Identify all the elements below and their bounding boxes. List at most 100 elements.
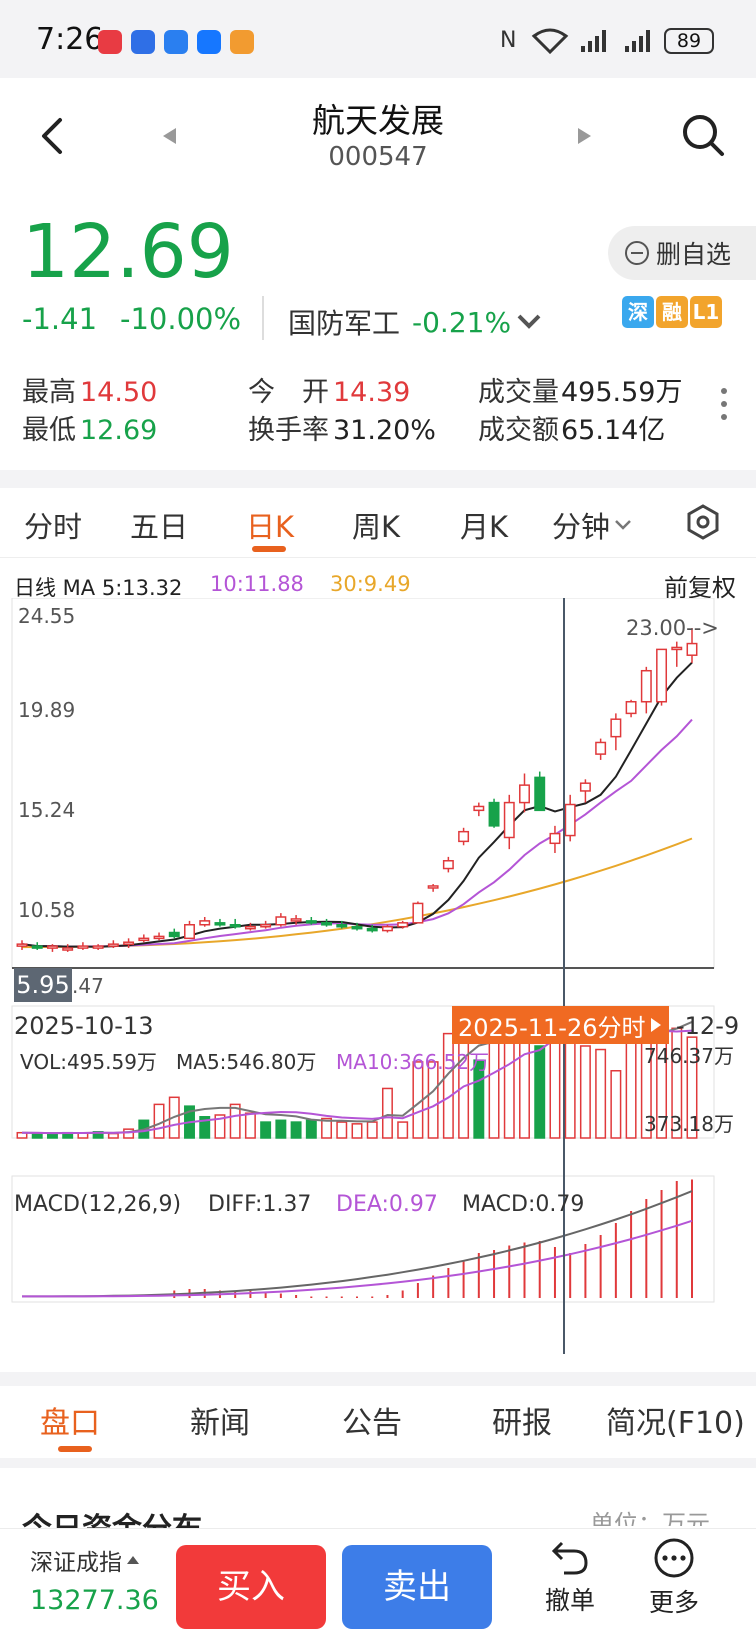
tab-weekly-k[interactable]: 周K <box>352 510 401 544</box>
tab-news[interactable]: 新闻 <box>190 1406 250 1441</box>
vol-legend: VOL:495.59万 <box>20 1050 157 1074</box>
more-button[interactable]: 更多 <box>636 1537 712 1633</box>
tab-announcements[interactable]: 公告 <box>342 1406 402 1441</box>
fund-section-title: 今日资金分布 <box>22 1504 322 1528</box>
sector-name: 国防军工 <box>288 307 401 340</box>
stat-volume-value: 495.59万 <box>561 377 683 408</box>
watchlist-button-label: 删自选 <box>656 240 732 269</box>
chart-settings-icon[interactable] <box>686 504 720 540</box>
vol-ma10-legend: MA10:366.52万 <box>336 1050 490 1074</box>
volume-bar <box>397 1121 409 1139</box>
candle-body <box>77 945 89 949</box>
candle-body <box>290 918 302 922</box>
next-stock-icon[interactable] <box>574 126 594 146</box>
fund-section-unit: 单位：万元 <box>590 1510 710 1526</box>
candle-body <box>549 832 561 845</box>
volume-bar <box>488 1041 500 1139</box>
ma5-legend: 日线 MA 5:13.32 <box>14 576 183 600</box>
stock-name: 航天发展 <box>312 101 444 140</box>
stat-amount-label: 成交额 <box>478 415 559 446</box>
candle-body <box>138 937 150 942</box>
macd-dea: DEA:0.97 <box>336 1192 438 1217</box>
tab-profile[interactable]: 简况(F10) <box>606 1406 745 1441</box>
chart-period-tabs: 分时 五日 日K 周K 月K 分钟 <box>0 488 756 558</box>
crosshair-date-label[interactable]: 2025-11-26分时 <box>452 1006 670 1044</box>
stat-amount: 成交额65.14亿 <box>478 408 665 447</box>
volume-bar <box>336 1121 348 1139</box>
stat-low-value: 12.69 <box>80 415 158 446</box>
candle-body <box>16 943 28 947</box>
volume-bar <box>366 1121 378 1139</box>
tab-research[interactable]: 研报 <box>492 1406 552 1441</box>
y-label-top: 24.55 <box>18 604 76 628</box>
volume-bar <box>107 1132 119 1139</box>
alipay-icon <box>197 30 221 54</box>
current-price: 12.69 <box>22 209 234 295</box>
back-icon[interactable] <box>38 116 66 156</box>
app-orange-icon <box>230 30 254 54</box>
kline-chart[interactable] <box>0 598 756 1358</box>
cancel-order-button[interactable]: 撤单 <box>532 1537 608 1633</box>
y-label-2: 19.89 <box>18 698 76 722</box>
fund-section-title-clip: 今日资金分布 <box>22 1504 322 1528</box>
volume-bar <box>199 1116 211 1139</box>
candle-body <box>381 925 393 932</box>
search-icon[interactable] <box>680 112 726 158</box>
candle-body <box>214 922 226 926</box>
candle-body <box>275 916 287 926</box>
signal-2-icon <box>625 30 650 52</box>
vol-ma5-legend: MA5:546.80万 <box>176 1050 317 1074</box>
candle-body <box>244 925 256 930</box>
tab-five-day[interactable]: 五日 <box>130 510 189 544</box>
tab-minute[interactable]: 分钟 <box>552 504 632 546</box>
more-label: 更多 <box>648 1588 699 1617</box>
remove-watchlist-button[interactable]: 删自选 <box>608 226 756 280</box>
candle-body <box>351 925 363 930</box>
stat-open-value: 14.39 <box>333 377 411 408</box>
more-stats-icon[interactable] <box>718 386 730 422</box>
index-value: 13277.36 <box>30 1585 159 1616</box>
stat-volume: 成交量495.59万 <box>478 370 682 409</box>
ma5-line <box>21 661 693 948</box>
candle-body <box>488 801 500 827</box>
volume-pane-frame <box>11 1005 715 1139</box>
tab-order-book[interactable]: 盘口 <box>40 1406 100 1441</box>
volume-bar <box>595 1048 607 1139</box>
tab-intraday[interactable]: 分时 <box>24 510 83 544</box>
tab-daily-k[interactable]: 日K <box>246 510 295 544</box>
sell-button[interactable]: 卖出 <box>342 1545 492 1629</box>
volume-bar <box>290 1121 302 1139</box>
candle-body <box>686 642 698 656</box>
index-name-link[interactable]: 深证成指 <box>30 1543 140 1577</box>
stat-high: 最高 14.50 <box>22 370 157 409</box>
adjust-mode[interactable]: 前复权 <box>664 574 736 602</box>
candle-body <box>168 931 180 938</box>
play-icon <box>651 1018 662 1032</box>
price-change: -1.41 <box>22 302 98 336</box>
ma10-line <box>21 718 693 948</box>
date-start: 2025-10-13 <box>14 1012 154 1040</box>
section-spacer-3 <box>0 1458 756 1468</box>
macd-title: MACD(12,26,9) <box>14 1192 182 1217</box>
nfc-icon: N <box>500 28 517 53</box>
low-price-suffix: .47 <box>72 974 104 998</box>
buy-button[interactable]: 买入 <box>176 1545 326 1629</box>
volume-bar <box>610 1070 622 1139</box>
volume-bar <box>442 1032 454 1139</box>
stat-volume-label: 成交量 <box>478 377 559 408</box>
date-end: -12-9 <box>676 1012 740 1040</box>
candle-body <box>260 924 272 928</box>
minus-circle-icon <box>625 241 649 265</box>
candle-body <box>595 741 607 755</box>
prev-stock-icon[interactable] <box>160 126 180 146</box>
ma30-line <box>21 837 693 949</box>
battery-level: 89 <box>676 30 702 52</box>
price-pane-frame <box>11 598 715 969</box>
tab-monthly-k[interactable]: 月K <box>460 510 509 544</box>
battery-icon: 89 <box>664 28 714 54</box>
tab-minute-label: 分钟 <box>552 510 611 544</box>
volume-bar <box>46 1132 58 1139</box>
volume-bar <box>305 1119 317 1139</box>
sector-link[interactable]: 国防军工 -0.21% <box>288 302 541 342</box>
status-bar: 7:26 N 89 <box>0 0 756 78</box>
